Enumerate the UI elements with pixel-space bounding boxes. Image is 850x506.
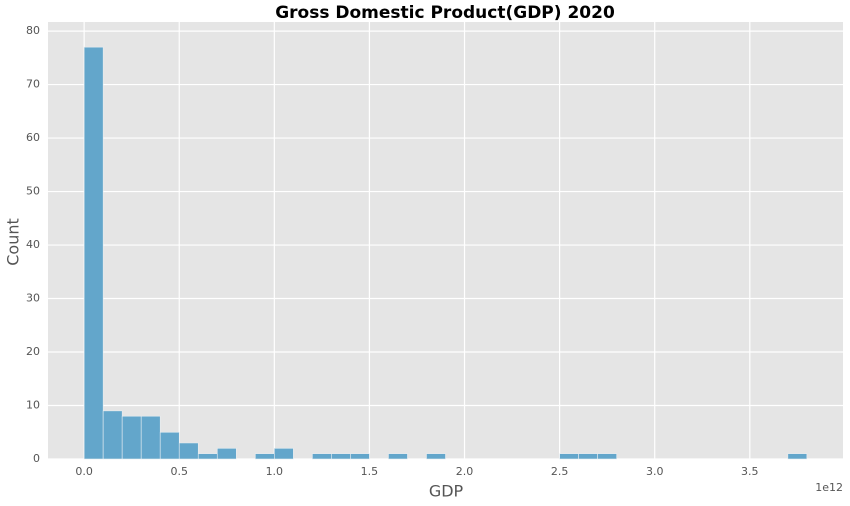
bar [350,453,370,460]
bar [388,453,408,460]
bar [331,453,351,460]
y-tick-label: 80 [26,24,40,37]
bar [121,415,142,460]
bar [597,453,617,460]
y-tick-label: 30 [26,292,40,305]
y-axis-label: Count [4,218,23,266]
bar [216,448,237,460]
bar [140,415,161,460]
y-tick-label: 70 [26,78,40,91]
x-tick-label: 3.5 [741,465,759,478]
y-tick-label: 40 [26,238,40,251]
x-offset-label: 1e12 [815,481,843,494]
y-tick-label: 50 [26,185,40,198]
bar [197,453,218,460]
bar [102,410,123,460]
plot-background [48,22,843,459]
x-tick-label: 1.0 [266,465,284,478]
y-tick-label: 60 [26,131,40,144]
bar [559,453,579,460]
bar [159,431,180,460]
bar [426,453,446,460]
x-axis-label: GDP [429,482,464,501]
x-tick-label: 3.0 [646,465,664,478]
y-tick-label: 10 [26,399,40,412]
bar [787,453,808,460]
bar [178,442,199,460]
bar [312,453,332,460]
bar [255,453,275,460]
x-tick-label: 2.5 [551,465,569,478]
x-tick-label: 0.0 [75,465,93,478]
bar [83,46,104,460]
y-tick-label: 0 [33,452,40,465]
x-tick-label: 0.5 [170,465,188,478]
bar [578,453,598,460]
x-tick-label: 1.5 [361,465,379,478]
x-tick-label: 2.0 [456,465,474,478]
y-tick-label: 20 [26,345,40,358]
bar [274,448,294,460]
chart-title: Gross Domestic Product(GDP) 2020 [275,3,615,23]
